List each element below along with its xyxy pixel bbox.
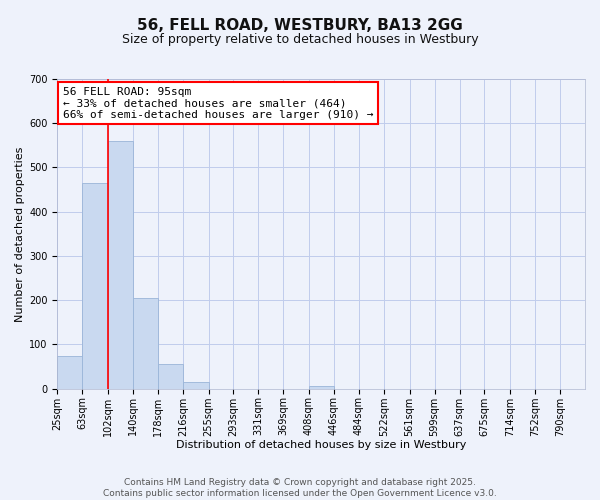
Bar (133, 298, 158, 388)
Bar (82, 183, 108, 388)
X-axis label: Distribution of detached houses by size in Westbury: Distribution of detached houses by size … (176, 440, 466, 450)
Bar (58, 356, 82, 388)
Bar (108, 141, 133, 388)
Y-axis label: Number of detached properties: Number of detached properties (15, 146, 25, 322)
Bar (183, 382, 209, 388)
Text: 56, FELL ROAD, WESTBURY, BA13 2GG: 56, FELL ROAD, WESTBURY, BA13 2GG (137, 18, 463, 32)
Text: 56 FELL ROAD: 95sqm
← 33% of detached houses are smaller (464)
66% of semi-detac: 56 FELL ROAD: 95sqm ← 33% of detached ho… (62, 86, 373, 120)
Bar (309, 386, 334, 388)
Text: Size of property relative to detached houses in Westbury: Size of property relative to detached ho… (122, 32, 478, 46)
Text: Contains HM Land Registry data © Crown copyright and database right 2025.
Contai: Contains HM Land Registry data © Crown c… (103, 478, 497, 498)
Bar (158, 364, 183, 388)
